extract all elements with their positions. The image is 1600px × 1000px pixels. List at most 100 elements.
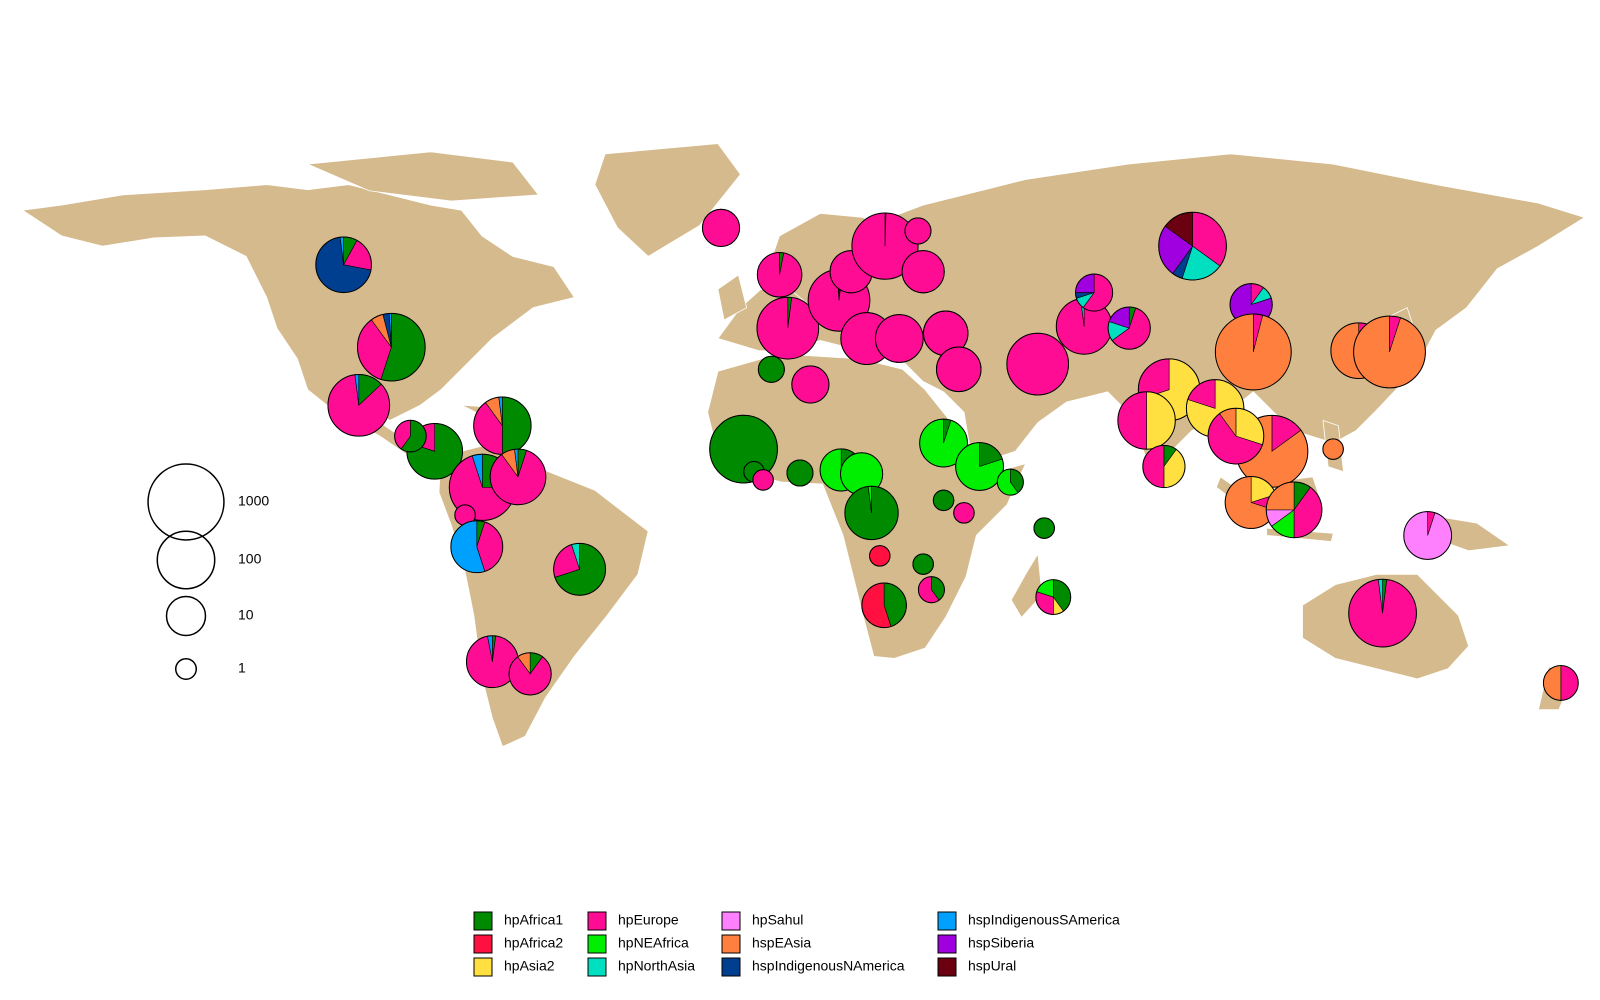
pie [953,502,975,524]
legend-label: hpAfrica1 [504,912,563,928]
pie [1035,579,1072,616]
legend-label: hpEurope [618,912,679,928]
pie-outline [757,355,785,383]
legend: hpAfrica1 hpAfrica2 hpAsia2 hpEurope hpNEAfr… [473,911,1120,977]
pie-outline [955,442,1004,491]
legend-label: hpSahul [752,912,803,928]
pie [1074,273,1114,312]
pie-outline [861,582,907,629]
arctic-islands [306,151,540,202]
legend-swatch [587,911,607,931]
pie [450,520,504,574]
pie [327,373,391,437]
pie [757,355,785,383]
legend-label: hpAfrica2 [504,935,563,951]
pie-outline [1265,481,1323,539]
legend-swatch [721,911,741,931]
pie [752,469,774,491]
pie [1207,407,1265,465]
pie-outline [791,365,830,404]
pie-outline [935,346,982,393]
pie-outline [874,314,924,363]
pie-outline [851,212,919,280]
size-legend-label: 10 [238,607,254,623]
pie-outline [1142,444,1186,489]
pie-outline [844,485,899,541]
pie [756,251,803,298]
legend-swatch [937,957,957,977]
pie [508,652,552,696]
pie-outline [394,419,427,453]
pie [935,346,982,393]
legend-swatch [473,957,493,977]
legend-label: hpAsia2 [504,958,555,974]
pie [1348,578,1417,648]
pie-outline [953,502,975,524]
pie [996,468,1024,496]
legend-swatch [721,957,741,977]
pie-outline [450,520,504,574]
pie [489,448,547,506]
pie-outline [709,414,778,484]
legend-swatch [937,911,957,931]
pie [1033,517,1055,539]
pie-outline [508,652,552,696]
pie [465,635,519,689]
pie-outline [489,448,547,506]
pie-outline [1035,579,1072,616]
pie-outline [1158,211,1227,281]
pie-outline [1214,313,1292,391]
legend-swatch [937,934,957,954]
pie [356,312,426,382]
size-legend-label: 1 [238,660,246,676]
pie [786,459,814,487]
pie [1542,665,1579,701]
legend-label: hspIndigenousNAmerica [752,958,905,974]
pie [932,489,955,512]
pie-outline [912,553,934,575]
pie [1214,313,1292,391]
pie-outline [919,418,968,468]
pies [315,208,1579,701]
pie-outline [1353,315,1426,389]
size-legend-circle [165,595,207,637]
size-legend-circle [147,463,225,541]
pie [701,208,741,247]
pie [861,582,907,629]
pie [1322,438,1344,460]
pie [1006,332,1070,396]
legend-swatch [473,911,493,931]
eurasia [717,153,1586,486]
pie-outline [756,251,803,298]
pie-outline [1403,511,1453,560]
pie [1353,315,1426,389]
pie [904,217,932,245]
size-legend: 1000 100 10 1 [147,463,269,681]
pie-outline [327,373,391,437]
legend-swatch [587,934,607,954]
greenland [594,143,741,257]
pie-outline [869,545,891,567]
pie-outline [1542,665,1579,701]
legend-label: hspUral [968,958,1016,974]
pie-outline [996,468,1024,496]
pie [394,419,427,453]
pie-outline [1074,273,1114,312]
pie-outline [756,296,820,360]
north-america [21,184,576,421]
pie [1265,481,1323,539]
legend-label: hspSiberia [968,935,1034,951]
pie [919,418,968,468]
pie-outline [932,489,955,512]
pie-outline [1107,306,1151,350]
pie [912,553,934,575]
pie [1158,211,1227,281]
pie [1117,391,1176,450]
legend-swatch [721,934,741,954]
pie [473,396,532,455]
pie-outline [1033,517,1055,539]
pie [1107,306,1151,350]
pie-outline [315,236,372,294]
pie [917,576,945,604]
